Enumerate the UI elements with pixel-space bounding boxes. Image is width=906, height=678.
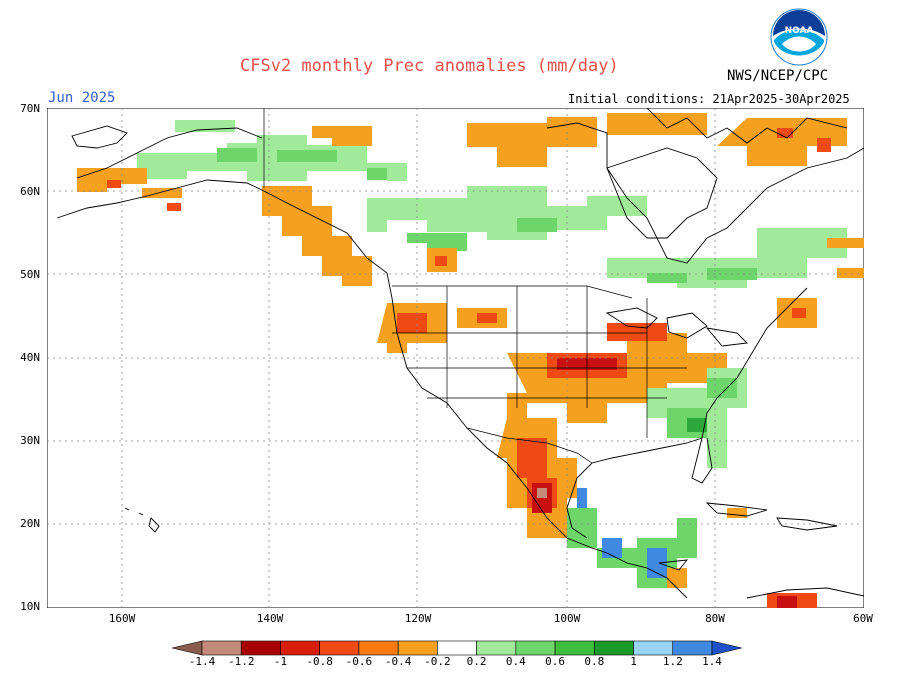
colorbar-segment <box>476 640 517 656</box>
colorbar-tick-label: 1 <box>630 655 637 668</box>
precipitation-anomaly-map <box>47 108 864 608</box>
colorbar <box>172 640 742 656</box>
logo-text: NOAA <box>785 26 814 36</box>
lat-label-30n: 30N <box>20 434 40 447</box>
colorbar-tick-label: 1.4 <box>702 655 722 668</box>
colorbar-segment <box>358 640 399 656</box>
colorbar-segment <box>201 640 242 656</box>
colorbar-tick-label: -1 <box>273 655 288 668</box>
colorbar-tick-label: 0.8 <box>584 655 605 668</box>
lon-label-120w: 120W <box>404 612 432 625</box>
political-borders <box>263 108 687 464</box>
colorbar-segment <box>437 640 477 656</box>
colorbar-tick-label: -0.2 <box>424 655 451 668</box>
colorbar-tick-label: -0.4 <box>384 655 412 668</box>
colorbar-segment <box>397 640 438 656</box>
graticule <box>47 108 864 608</box>
colorbar-segment <box>515 640 556 656</box>
initial-conditions: Initial conditions: 21Apr2025-30Apr2025 <box>568 92 850 106</box>
anomaly-shading <box>77 113 864 608</box>
lat-label-40n: 40N <box>20 351 40 364</box>
lon-label-80w: 80W <box>705 612 725 625</box>
colorbar-tick-label: 0.4 <box>505 655 526 668</box>
lat-label-50n: 50N <box>20 268 40 281</box>
colorbar-segment <box>280 640 320 656</box>
lat-label-60n: 60N <box>20 185 40 198</box>
lat-label-20n: 20N <box>20 517 40 530</box>
colorbar-tick-label: 0.2 <box>466 655 487 668</box>
lat-label-70n: 70N <box>20 102 40 115</box>
colorbar-segment <box>554 640 595 656</box>
colorbar-segment <box>672 640 713 656</box>
lon-label-60w: 60W <box>853 612 873 625</box>
colorbar-tick-label: 1.2 <box>662 655 683 668</box>
colorbar-tick-label: -0.8 <box>306 655 333 668</box>
colorbar-segment <box>172 640 203 656</box>
colorbar-segment <box>319 640 360 656</box>
lon-label-160w: 160W <box>108 612 136 625</box>
colorbar-segment <box>240 640 281 656</box>
lon-label-140w: 140W <box>256 612 284 625</box>
lat-label-10n: 10N <box>20 600 40 613</box>
agency-label: NWS/NCEP/CPC <box>727 68 829 84</box>
colorbar-tick-label: -1.4 <box>188 655 216 668</box>
noaa-logo-icon: NOAA <box>770 8 828 66</box>
colorbar-tick-label: 0.6 <box>545 655 565 668</box>
colorbar-tick-label: -0.6 <box>345 655 373 668</box>
colorbar-segment <box>711 640 742 656</box>
forecast-period: Jun 2025 <box>48 90 116 106</box>
colorbar-tick-label: -1.2 <box>227 655 255 668</box>
colorbar-segment <box>633 640 674 656</box>
colorbar-segment <box>594 640 634 656</box>
coastlines <box>56 108 864 599</box>
lon-label-100w: 100W <box>553 612 581 625</box>
map-title: CFSv2 monthly Prec anomalies (mm/day) <box>240 56 619 76</box>
